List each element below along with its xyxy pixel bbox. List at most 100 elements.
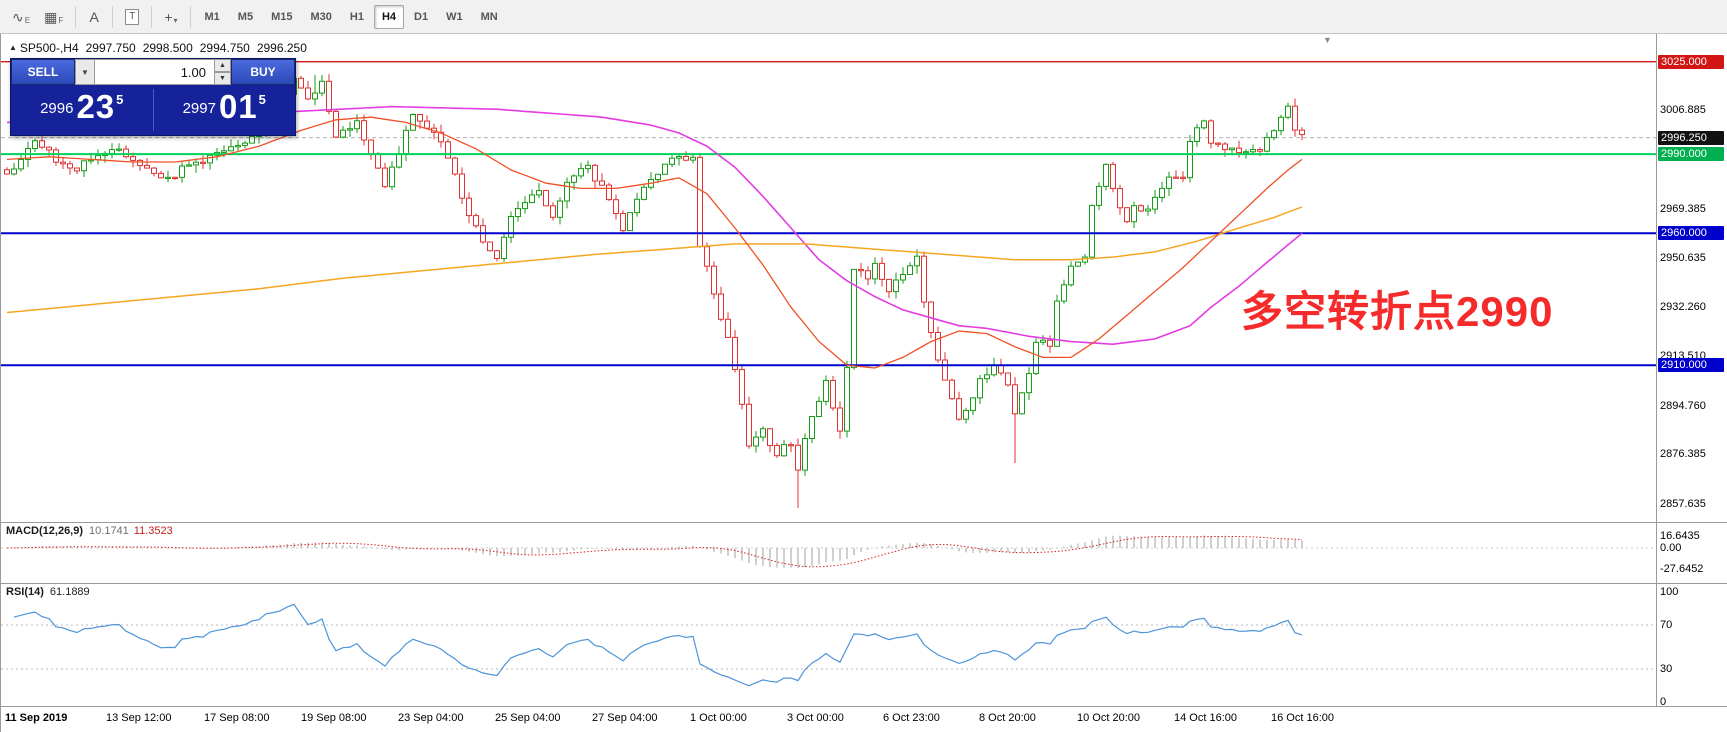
chevron-down-icon: ▼ <box>81 67 89 77</box>
price-scale-label: 2950.635 <box>1660 252 1706 264</box>
symbol-marker-icon: ▲ <box>9 43 17 52</box>
pane-separator <box>1 706 1727 707</box>
timeframe-button-m15[interactable]: M15 <box>271 10 293 23</box>
price-scale-label: 3006.885 <box>1660 104 1706 116</box>
timeframe-button-h4[interactable]: H4 <box>373 4 405 29</box>
sell-price[interactable]: 2996 23 5 <box>11 90 153 128</box>
rsi-line <box>13 603 1303 687</box>
macd-pane: 16.6435 0.00 -27.6452 MACD(12,26,9) 10.1741… <box>1 523 1727 583</box>
volume-value: 1.00 <box>180 64 206 80</box>
time-axis-label: 17 Sep 08:00 <box>204 712 270 724</box>
timeframe-button-m30[interactable]: M30 <box>310 10 332 23</box>
close-value: 2996.250 <box>256 41 307 55</box>
time-axis-label: 25 Sep 04:00 <box>495 712 561 724</box>
grid-icon[interactable]: ▦ F <box>37 4 70 30</box>
macd-scale[interactable]: 16.6435 0.00 -27.6452 <box>1656 523 1727 583</box>
icon-subscript-e: E <box>24 16 31 25</box>
price-scale-label: 2876.385 <box>1660 448 1706 460</box>
drawing-tools-icon[interactable]: + ▾ <box>157 4 184 30</box>
rsi-value: 61.1889 <box>49 586 90 598</box>
price-level-label-2960.000: 2960.000 <box>1658 226 1724 240</box>
timeframe-button-m1[interactable]: M1 <box>204 10 220 23</box>
macd-signal-value: 11.3523 <box>133 525 173 537</box>
time-axis-label: 19 Sep 08:00 <box>301 712 367 724</box>
sell-price-sup: 5 <box>116 92 124 107</box>
rsi-chart[interactable] <box>1 584 1656 706</box>
boxed-t-icon: T <box>125 8 140 25</box>
pane-separator[interactable] <box>1 583 1727 584</box>
horizontal-lines-layer <box>1 61 1656 367</box>
toolbar-separator <box>75 5 77 28</box>
volume-input[interactable]: 1.00 <box>95 59 214 85</box>
chart-workspace: 3025.000 3006.885 2996.250 2990.000 2969.385… <box>0 34 1727 732</box>
pane-separator[interactable] <box>1 522 1727 523</box>
buy-button[interactable]: BUY <box>231 59 295 85</box>
time-axis-label: 1 Oct 00:00 <box>690 712 747 724</box>
macd-main-value: 10.1741 <box>89 525 129 537</box>
rsi-scale-label: 100 <box>1660 586 1679 598</box>
volume-decrease-button[interactable]: ▼ <box>214 72 231 85</box>
low-value: 2994.750 <box>199 41 250 55</box>
macd-chart[interactable] <box>1 523 1656 583</box>
open-value: 2997.750 <box>85 41 136 55</box>
wave-icon: ∿ <box>12 8 24 25</box>
time-axis-label: 6 Oct 23:00 <box>883 712 940 724</box>
price-scale-label: 2894.760 <box>1660 400 1706 412</box>
cross-icon: + <box>164 8 173 25</box>
time-axis-label: 8 Oct 20:00 <box>979 712 1036 724</box>
icon-subscript-f: F <box>58 16 64 25</box>
candlestick-chart[interactable] <box>1 34 1656 522</box>
timeframe-button-h1[interactable]: H1 <box>349 10 364 23</box>
time-axis-label: 23 Sep 04:00 <box>398 712 464 724</box>
buy-price-big: 01 <box>218 88 258 125</box>
sell-button[interactable]: SELL <box>11 59 75 85</box>
time-axis[interactable]: 11 Sep 2019 13 Sep 12:00 17 Sep 08:00 19 Se… <box>1 707 1727 732</box>
buy-price[interactable]: 2997 01 5 <box>154 88 296 128</box>
macd-scale-label: 16.6435 <box>1660 530 1700 542</box>
price-scale-label: 2969.385 <box>1660 203 1706 215</box>
sell-price-small: 2996 <box>40 100 74 117</box>
macd-histogram <box>13 535 1303 568</box>
text-label-tool-icon[interactable]: T <box>118 4 146 30</box>
timeframe-button-d1[interactable]: D1 <box>414 10 429 23</box>
timeframe-button-w1[interactable]: W1 <box>446 10 463 23</box>
timeframe-button-m5[interactable]: M5 <box>237 10 254 23</box>
timeframe-buttons: M1 M5 M15 M30 H1 H4 D1 W1 MN <box>196 4 507 29</box>
indicators-icon[interactable]: ∿ E <box>5 4 37 30</box>
macd-scale-label: -27.6452 <box>1660 563 1704 575</box>
chevron-down-icon: ▾ <box>173 16 178 25</box>
macd-scale-label: 0.00 <box>1660 542 1682 554</box>
buy-price-small: 2997 <box>182 100 216 117</box>
toolbar-separator <box>189 5 191 28</box>
volume-dropdown[interactable]: ▼ <box>75 59 95 85</box>
volume-stepper: ▲ ▼ <box>214 59 231 85</box>
volume-increase-button[interactable]: ▲ <box>214 59 231 72</box>
rsi-scale-label: 0 <box>1660 696 1667 708</box>
moving-averages-layer <box>6 105 1303 369</box>
macd-name: MACD(12,26,9) <box>6 525 84 537</box>
macd-label: MACD(12,26,9) 10.1741 11.3523 <box>6 525 173 537</box>
buy-price-sup: 5 <box>258 92 266 107</box>
macd-signal-line <box>6 535 1303 568</box>
symbol-label: SP500-,H4 <box>19 41 79 55</box>
price-level-label-2910.000: 2910.000 <box>1658 358 1724 372</box>
candles-layer <box>4 72 1305 508</box>
timeframe-button-mn[interactable]: MN <box>480 10 498 23</box>
chart-annotation: 多空转折点2990 <box>1241 288 1554 335</box>
chart-shift-marker[interactable]: ▼ <box>1323 35 1332 45</box>
one-click-trading-panel: SELL ▼ 1.00 ▲ ▼ BUY 2996 23 5 <box>10 58 296 136</box>
time-axis-label: 16 Oct 16:00 <box>1271 712 1334 724</box>
trade-panel-prices: 2996 23 5 2997 01 5 <box>11 85 295 135</box>
price-scale-label: 2857.635 <box>1660 498 1706 510</box>
high-value: 2998.500 <box>142 41 193 55</box>
trade-panel-controls: SELL ▼ 1.00 ▲ ▼ BUY <box>11 59 295 85</box>
time-axis-label: 27 Sep 04:00 <box>592 712 658 724</box>
toolbar-separator <box>112 5 114 28</box>
price-scale[interactable]: 3025.000 3006.885 2996.250 2990.000 2969.385… <box>1656 34 1727 522</box>
price-level-label-2996.250: 2996.250 <box>1658 131 1724 145</box>
rsi-scale[interactable]: 100 70 30 0 <box>1656 584 1727 708</box>
rsi-name: RSI(14) <box>6 586 44 598</box>
time-axis-label: 3 Oct 00:00 <box>787 712 844 724</box>
text-tool-icon[interactable]: A <box>81 4 107 30</box>
